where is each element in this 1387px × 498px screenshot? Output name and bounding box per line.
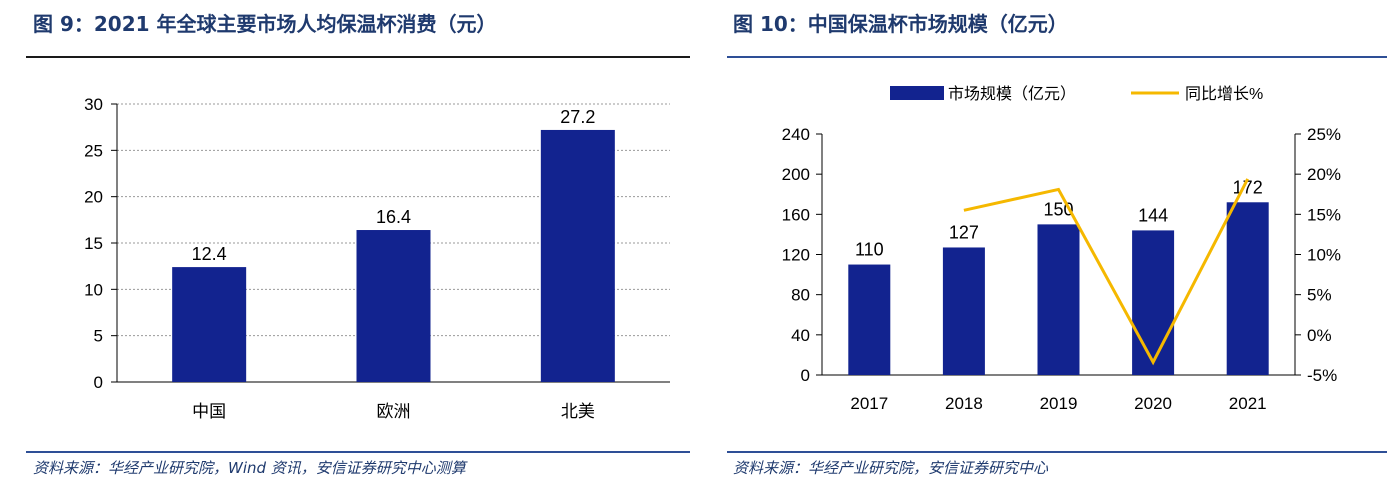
left-y-tick-label: 160 (782, 205, 810, 224)
right-y-tick-label: 5% (1307, 286, 1332, 305)
figure-9-chart: 0 5 10 15 20 25 30 12.4 中国 16.4 欧洲 27.2 北美 (84, 95, 670, 421)
y-tick-label: 15 (84, 234, 103, 253)
figure-9-panel: 图 9：2021 年全球主要市场人均保温杯消费（元） 0 5 10 15 20 25 30 1… (0, 0, 690, 498)
figure-10-source: 资料来源：华经产业研究院，安信证券研究中心 (733, 459, 1049, 477)
figure-9-bottom-rule (26, 451, 690, 453)
y-tick-label: 0 (94, 373, 103, 392)
y-tick-label: 5 (94, 327, 103, 346)
left-y-tick-label: 200 (782, 165, 810, 184)
y-tick-label: 10 (84, 280, 103, 299)
x-tick-label: 2017 (850, 394, 888, 413)
bar-value-label: 27.2 (560, 107, 595, 127)
figure-9-title: 图 9：2021 年全球主要市场人均保温杯消费（元） (33, 12, 497, 36)
bar (1226, 202, 1269, 375)
x-tick-label: 中国 (192, 402, 226, 421)
x-tick-label: 2020 (1134, 394, 1172, 413)
right-y-tick-label: 0% (1307, 326, 1332, 345)
legend-bar-swatch (890, 86, 944, 100)
figure-10-chart: 0 40 80 120 160 200 240 -5% 0% 5% 10% 15% 20% 25% 110 2… (782, 85, 1341, 413)
bar (356, 230, 431, 382)
figure-10-top-rule (727, 56, 1387, 58)
bar (848, 264, 891, 375)
figure-10-title: 图 10：中国保温杯市场规模（亿元） (733, 12, 1068, 36)
left-y-tick-label: 40 (791, 326, 810, 345)
y-tick-label: 25 (84, 141, 103, 160)
figure-10-bottom-rule (727, 451, 1387, 453)
bar (1132, 230, 1175, 375)
right-y-tick-label: 15% (1307, 205, 1341, 224)
bar-value-label: 127 (949, 222, 979, 242)
left-y-tick-label: 80 (791, 286, 810, 305)
y-tick-label: 30 (84, 95, 103, 114)
legend-bar-label: 市场规模（亿元） (948, 85, 1076, 103)
figure-10-panel: 图 10：中国保温杯市场规模（亿元） 0 40 80 120 160 200 240 -5% 0… (727, 0, 1387, 498)
bar (172, 267, 247, 382)
bar-value-label: 12.4 (192, 244, 227, 264)
bar (540, 129, 615, 382)
right-y-tick-label: -5% (1307, 366, 1337, 385)
growth-rate-line (963, 178, 1250, 366)
figure-9-source: 资料来源：华经产业研究院，Wind 资讯，安信证券研究中心测算 (33, 459, 466, 477)
right-y-tick-label: 20% (1307, 165, 1341, 184)
bar (942, 247, 985, 375)
legend-line-label: 同比增长% (1185, 85, 1263, 103)
x-tick-label: 2018 (945, 394, 983, 413)
figure-9-top-rule (26, 56, 690, 58)
bar-value-label: 110 (855, 240, 884, 260)
right-y-tick-label: 10% (1307, 246, 1341, 265)
bar-value-label: 144 (1138, 205, 1168, 225)
x-tick-label: 欧洲 (377, 402, 411, 421)
left-y-tick-label: 0 (801, 366, 810, 385)
left-y-tick-label: 120 (782, 246, 810, 265)
y-tick-label: 20 (84, 188, 103, 207)
right-y-tick-label: 25% (1307, 125, 1341, 144)
x-tick-label: 2019 (1040, 394, 1078, 413)
left-y-tick-label: 240 (782, 125, 810, 144)
x-tick-label: 2021 (1229, 394, 1267, 413)
bar (1037, 224, 1080, 375)
x-tick-label: 北美 (561, 402, 595, 421)
bar-value-label: 16.4 (376, 207, 411, 227)
